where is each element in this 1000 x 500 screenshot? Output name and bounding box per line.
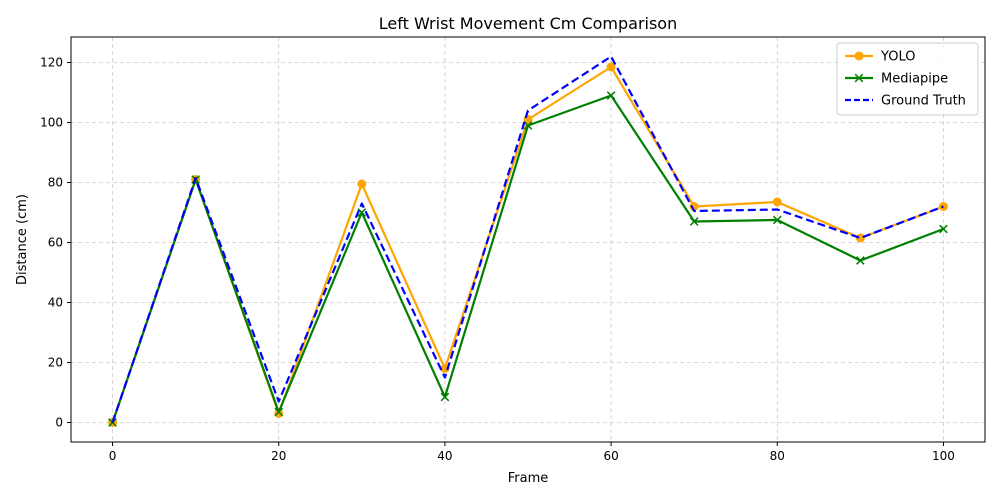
data-point-mediapipe: [606, 91, 616, 100]
legend-marker-mediapipe: [854, 73, 864, 83]
x-tick-label: 0: [109, 449, 117, 463]
legend-label-ground-truth: Ground Truth: [881, 94, 966, 109]
legend-label-yolo: YOLO: [880, 50, 915, 65]
legend-box: [836, 42, 979, 116]
y-tick-label: 120: [40, 56, 63, 70]
x-axis-label: Frame: [508, 471, 549, 486]
y-tick-label: 80: [48, 176, 63, 190]
x-tick-label: 40: [437, 449, 452, 463]
data-point-mediapipe-stroke: [939, 224, 948, 234]
y-tick-label: 100: [40, 116, 63, 130]
data-point-mediapipe: [440, 392, 450, 402]
y-tick-label: 0: [55, 416, 63, 430]
y-tick-label: 20: [48, 356, 63, 370]
data-point-mediapipe: [689, 217, 699, 226]
data-point-mediapipe-stroke: [856, 256, 865, 265]
legend-marker-yolo: [854, 51, 864, 61]
data-point-mediapipe: [772, 215, 782, 225]
data-point-mediapipe: [357, 208, 367, 217]
data-point-mediapipe: [856, 256, 865, 265]
data-point-mediapipe-stroke: [357, 208, 367, 217]
data-point-mediapipe-stroke: [606, 91, 616, 100]
plot-frame: [70, 36, 986, 443]
series-line-ground-truth: [111, 55, 944, 423]
x-tick-label: 80: [770, 449, 785, 463]
data-point-mediapipe-stroke: [440, 392, 450, 402]
x-tick-label: 20: [271, 449, 286, 463]
data-point-yolo: [357, 179, 367, 189]
legend-label-mediapipe: Mediapipe: [881, 72, 948, 87]
legend-marker-mediapipe-stroke: [854, 73, 864, 83]
x-tick-label: 60: [603, 449, 618, 463]
legend: YOLO Mediapipe Ground Truth: [836, 42, 979, 116]
data-point-mediapipe-stroke: [274, 407, 284, 417]
data-point-yolo: [772, 197, 782, 207]
data-point-mediapipe: [523, 121, 533, 130]
data-point-yolo: [606, 62, 616, 72]
y-tick-label: 60: [48, 236, 63, 250]
data-point-yolo: [855, 233, 865, 243]
x-tick-label: 100: [932, 449, 955, 463]
chart-title: Left Wrist Movement Cm Comparison: [379, 14, 677, 33]
axis-ticks: 0 20 40 60 80 100 0 20 40 60 80 100 120: [40, 56, 955, 464]
y-axis-label: Distance (cm): [15, 194, 30, 285]
data-point-mediapipe-stroke: [689, 217, 699, 226]
data-point-mediapipe-stroke: [523, 121, 533, 130]
data-point-mediapipe-stroke: [772, 215, 782, 225]
data-point-mediapipe: [939, 224, 948, 234]
series-layer: [108, 55, 948, 427]
data-point-mediapipe: [274, 407, 284, 417]
y-tick-label: 40: [48, 296, 63, 310]
